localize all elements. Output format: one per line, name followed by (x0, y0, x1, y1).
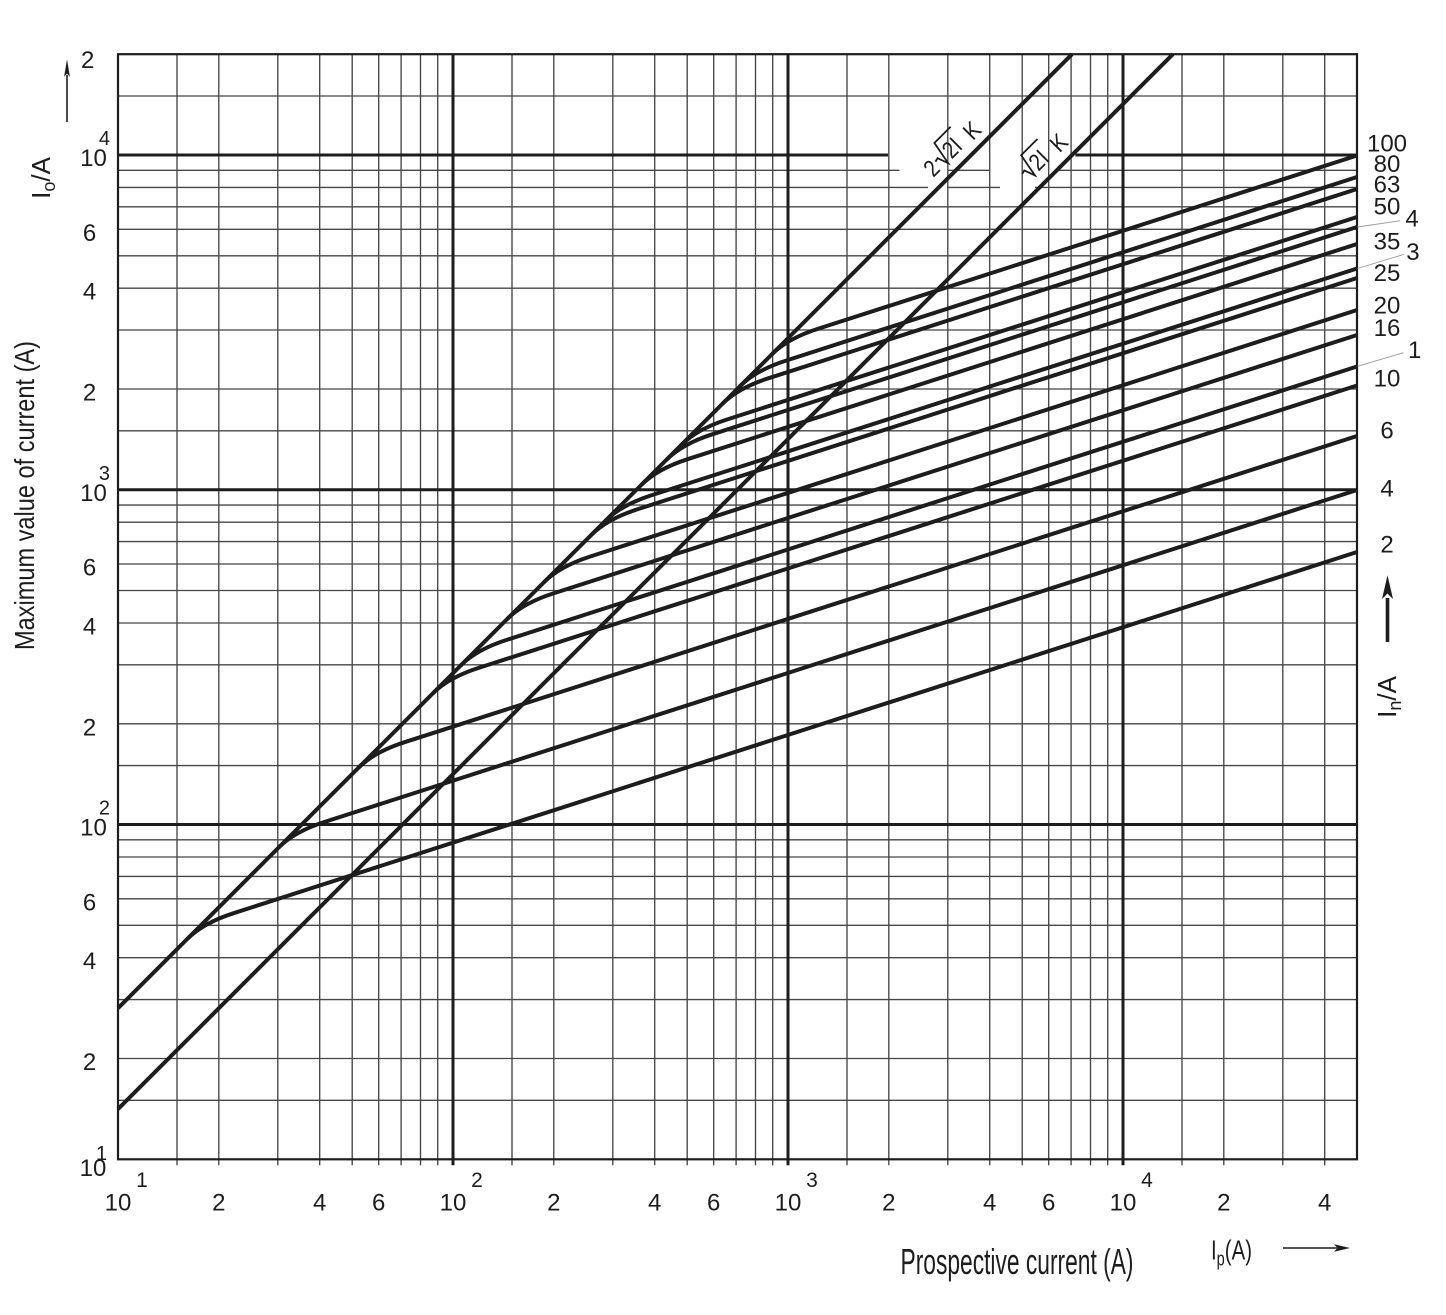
svg-text:10: 10 (80, 480, 107, 507)
svg-text:1: 1 (96, 1143, 107, 1165)
svg-text:4: 4 (83, 279, 96, 306)
svg-text:10: 10 (80, 145, 107, 172)
svg-text:50: 50 (1374, 194, 1401, 221)
svg-text:In/A: In/A (1372, 675, 1405, 717)
svg-text:2: 2 (81, 47, 94, 74)
svg-text:3: 3 (99, 463, 110, 485)
svg-text:4: 4 (1318, 1190, 1331, 1217)
svg-text:6: 6 (83, 555, 96, 582)
svg-text:2: 2 (471, 1169, 483, 1192)
svg-text:10: 10 (80, 815, 107, 842)
svg-text:10: 10 (1374, 365, 1401, 392)
svg-text:4: 4 (99, 128, 110, 150)
svg-text:4: 4 (313, 1190, 326, 1217)
svg-text:10: 10 (1110, 1190, 1137, 1217)
svg-text:2: 2 (99, 798, 110, 820)
svg-text:63: 63 (1374, 172, 1401, 199)
svg-text:4: 4 (983, 1190, 996, 1217)
svg-text:10: 10 (775, 1190, 802, 1217)
svg-text:Maximum value of current (A): Maximum value of current (A) (9, 341, 40, 650)
svg-text:Prospective current (A): Prospective current (A) (901, 1241, 1134, 1282)
svg-text:35: 35 (1374, 229, 1401, 256)
svg-text:2: 2 (83, 1049, 96, 1076)
svg-text:10: 10 (440, 1190, 467, 1217)
svg-text:4: 4 (1380, 476, 1393, 503)
svg-text:20: 20 (1374, 293, 1401, 320)
svg-text:6: 6 (83, 220, 96, 247)
svg-text:4: 4 (1405, 205, 1418, 232)
svg-text:10: 10 (105, 1190, 132, 1217)
svg-text:1: 1 (1408, 337, 1421, 364)
svg-text:2: 2 (83, 380, 96, 407)
svg-text:2: 2 (83, 714, 96, 741)
svg-text:2: 2 (1217, 1190, 1230, 1217)
svg-text:4: 4 (83, 614, 96, 641)
svg-text:4: 4 (83, 948, 96, 975)
svg-text:3: 3 (806, 1169, 818, 1192)
svg-text:6: 6 (1042, 1190, 1055, 1217)
svg-text:2: 2 (882, 1190, 895, 1217)
svg-text:3: 3 (1406, 239, 1419, 266)
svg-text:2: 2 (1380, 531, 1393, 558)
svg-text:4: 4 (648, 1190, 661, 1217)
svg-text:1: 1 (136, 1169, 148, 1192)
svg-text:25: 25 (1374, 260, 1401, 287)
svg-text:100: 100 (1367, 131, 1407, 158)
svg-text:80: 80 (1374, 151, 1401, 178)
svg-text:2: 2 (547, 1190, 560, 1217)
svg-text:6: 6 (707, 1190, 720, 1217)
svg-text:6: 6 (83, 889, 96, 916)
svg-text:10: 10 (80, 1155, 107, 1182)
svg-text:16: 16 (1374, 315, 1401, 342)
svg-text:6: 6 (372, 1190, 385, 1217)
svg-text:6: 6 (1380, 418, 1393, 445)
svg-text:2: 2 (212, 1190, 225, 1217)
svg-text:4: 4 (1141, 1169, 1153, 1192)
svg-text:Io/A: Io/A (26, 156, 59, 198)
